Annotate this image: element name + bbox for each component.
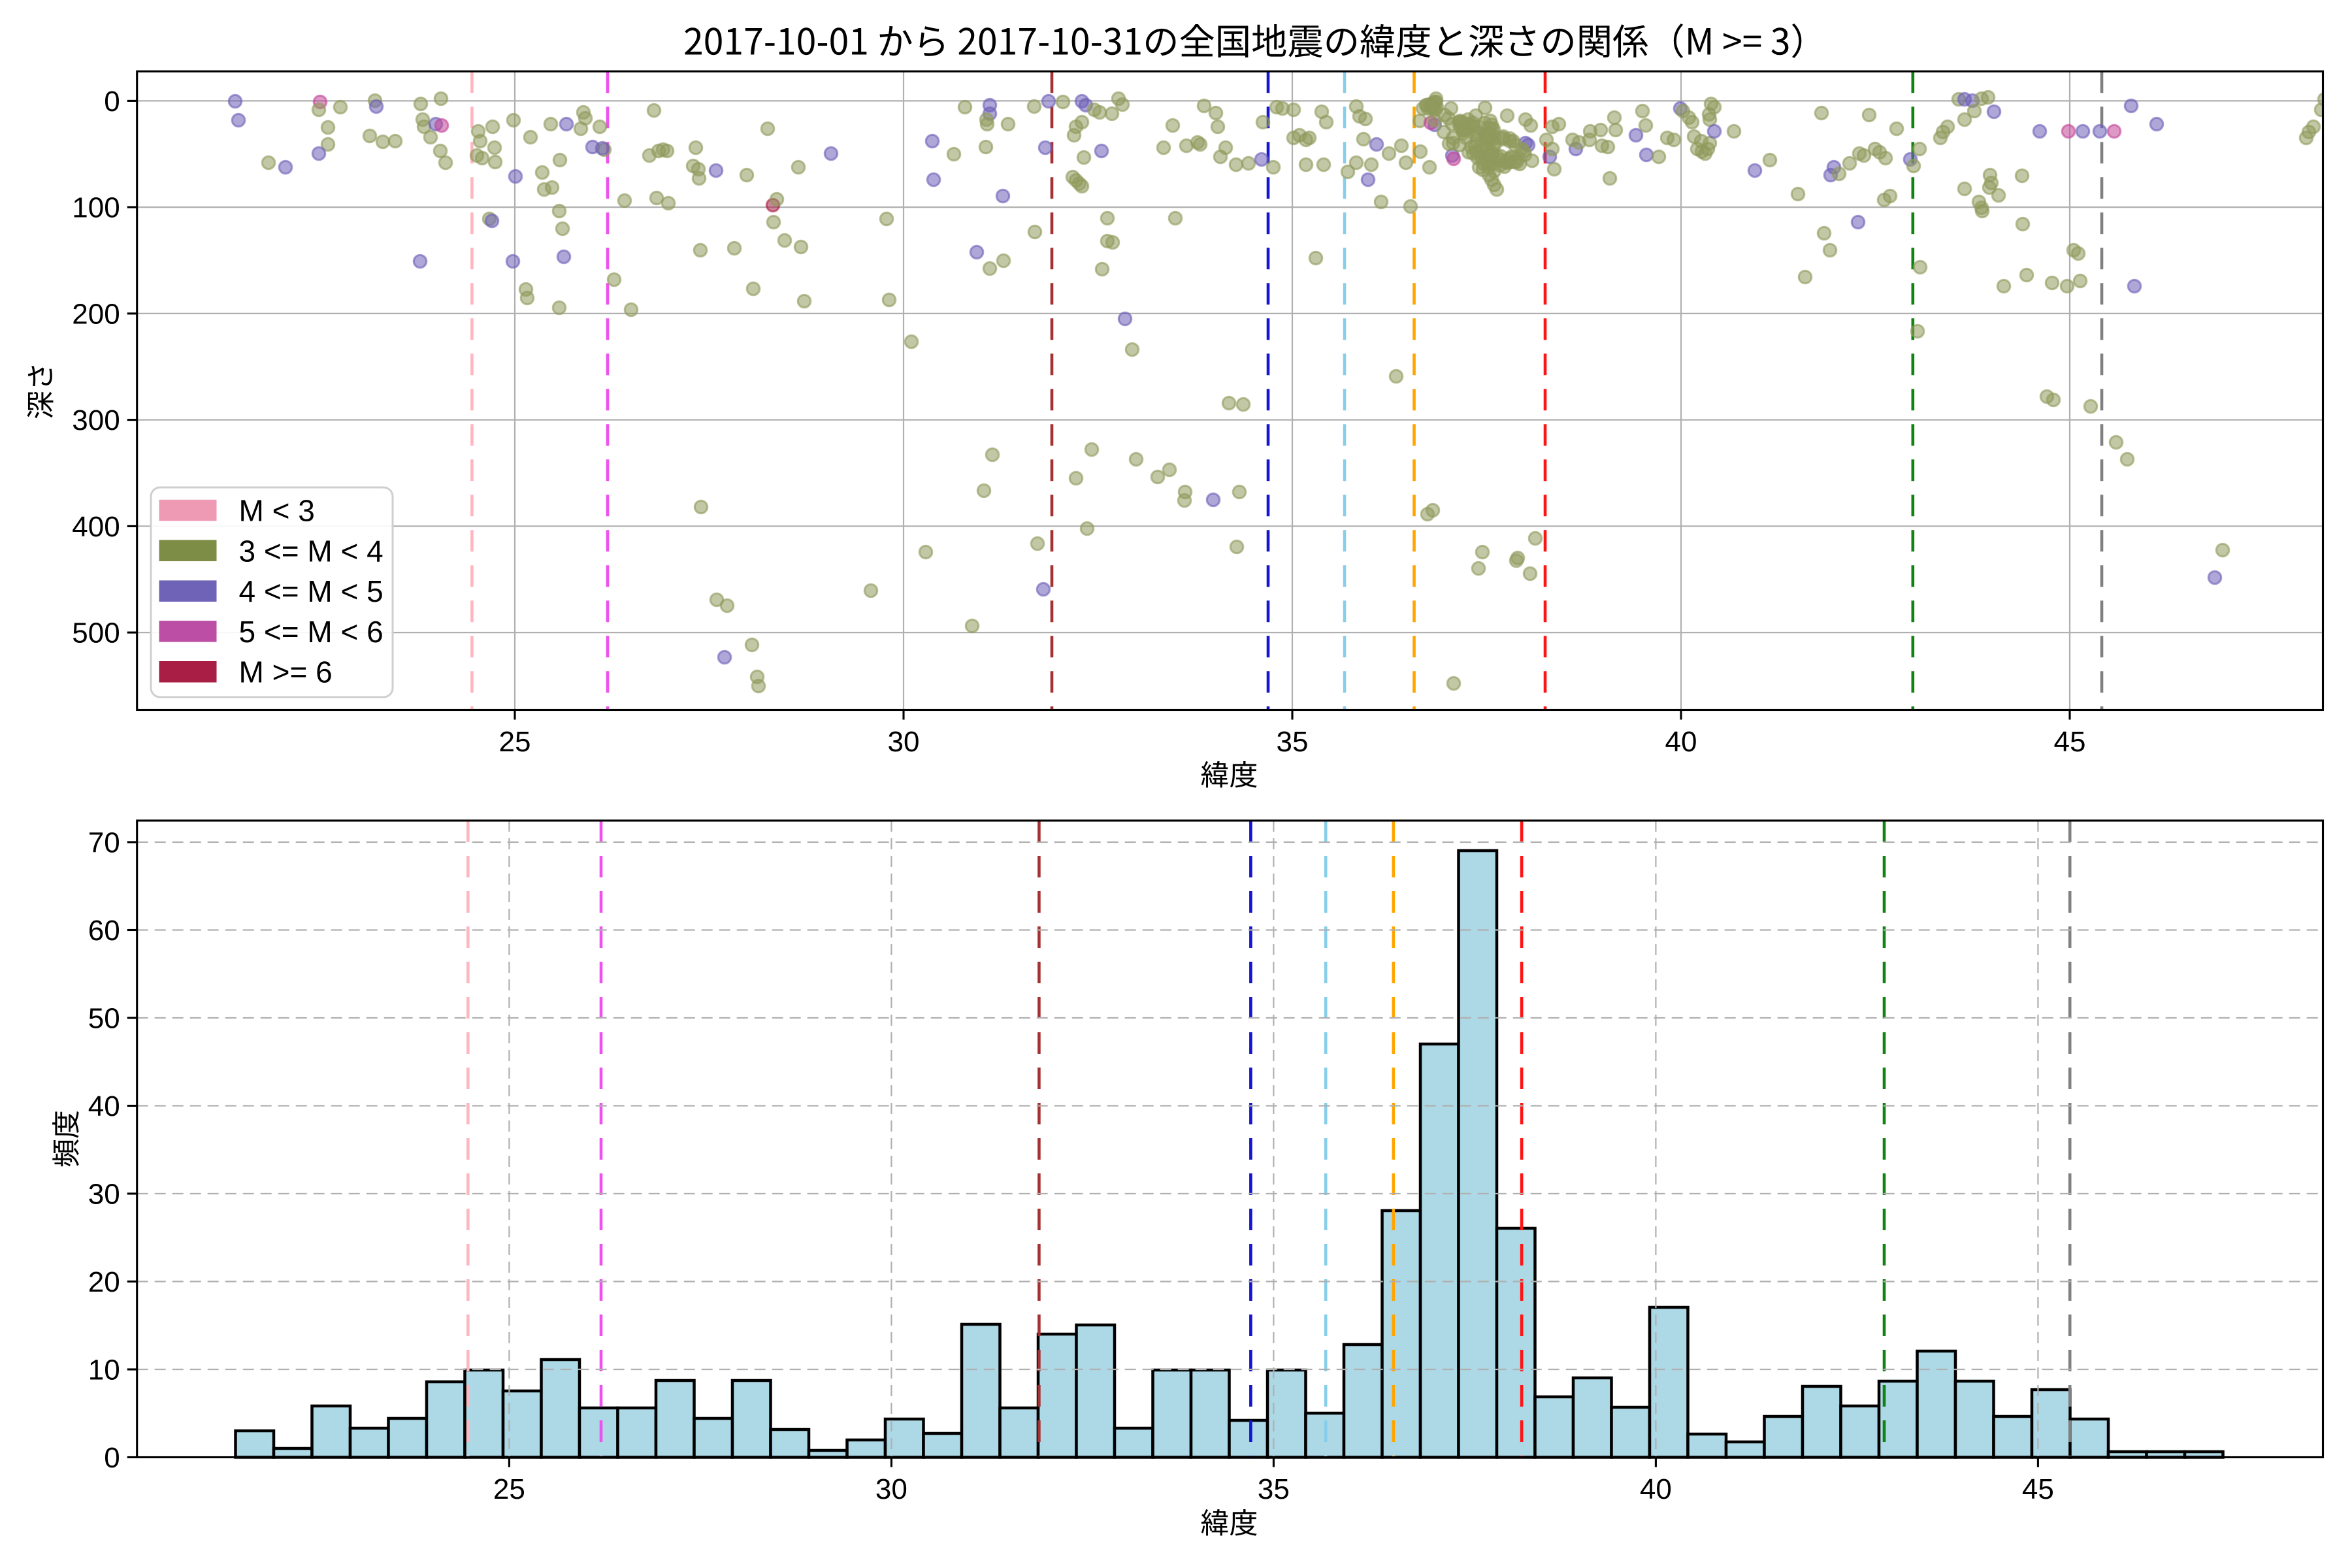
svg-text:25: 25 bbox=[499, 726, 531, 758]
svg-text:500: 500 bbox=[72, 617, 120, 649]
svg-text:40: 40 bbox=[1665, 726, 1697, 758]
svg-text:35: 35 bbox=[1277, 726, 1309, 758]
svg-text:45: 45 bbox=[2054, 726, 2086, 758]
svg-text:10: 10 bbox=[88, 1354, 120, 1386]
svg-text:20: 20 bbox=[88, 1266, 120, 1298]
svg-text:300: 300 bbox=[72, 404, 120, 436]
svg-text:40: 40 bbox=[1640, 1473, 1672, 1505]
svg-text:70: 70 bbox=[88, 827, 120, 859]
svg-text:0: 0 bbox=[104, 86, 120, 118]
svg-text:400: 400 bbox=[72, 511, 120, 543]
svg-text:100: 100 bbox=[72, 192, 120, 224]
svg-text:M >= 6: M >= 6 bbox=[239, 655, 333, 689]
svg-text:30: 30 bbox=[88, 1179, 120, 1211]
svg-text:M < 3: M < 3 bbox=[239, 494, 315, 528]
svg-text:3 <= M < 4: 3 <= M < 4 bbox=[239, 534, 384, 568]
svg-text:50: 50 bbox=[88, 1003, 120, 1035]
svg-text:35: 35 bbox=[1258, 1473, 1290, 1505]
svg-text:40: 40 bbox=[88, 1090, 120, 1122]
svg-text:30: 30 bbox=[888, 726, 920, 758]
svg-text:200: 200 bbox=[72, 298, 120, 330]
svg-text:0: 0 bbox=[104, 1442, 120, 1474]
svg-text:60: 60 bbox=[88, 915, 120, 947]
svg-text:5 <= M < 6: 5 <= M < 6 bbox=[239, 615, 384, 649]
svg-text:30: 30 bbox=[875, 1473, 907, 1505]
svg-text:45: 45 bbox=[2022, 1473, 2054, 1505]
svg-text:4 <= M < 5: 4 <= M < 5 bbox=[239, 574, 384, 608]
svg-text:25: 25 bbox=[493, 1473, 525, 1505]
